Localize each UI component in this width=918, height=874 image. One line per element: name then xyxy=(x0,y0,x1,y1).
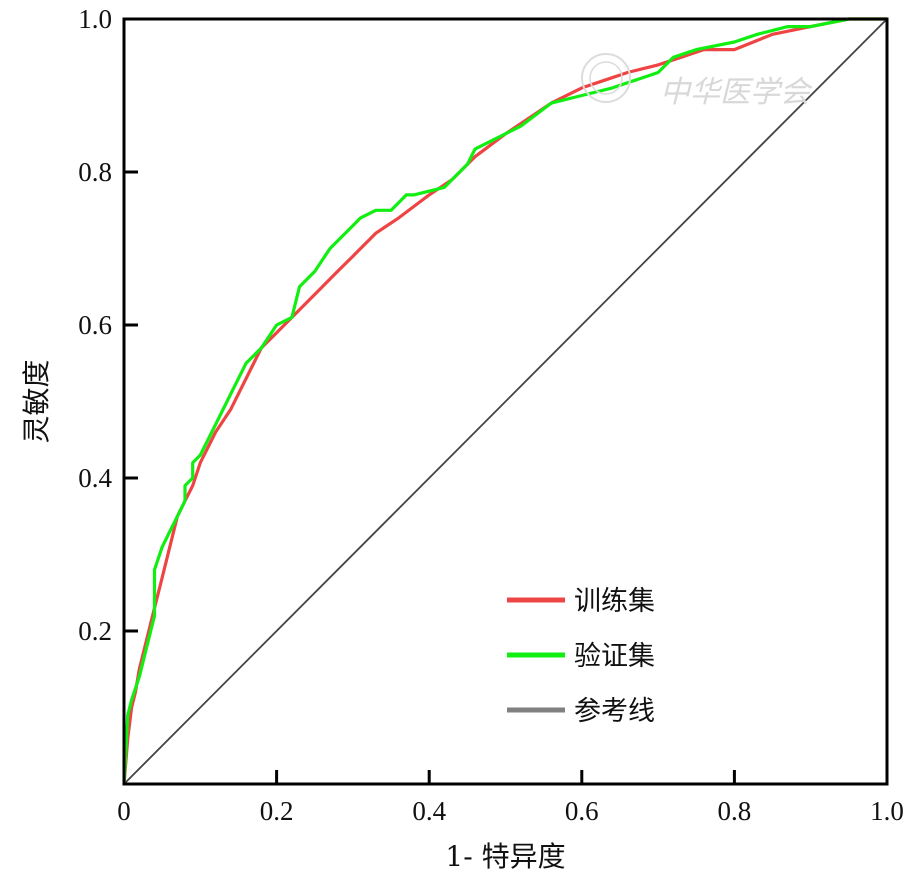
plot-frame xyxy=(122,17,889,786)
x-axis-title: 1- 特异度 xyxy=(445,840,565,873)
legend-label: 训练集 xyxy=(574,586,655,617)
y-tick-label: 1.0 xyxy=(78,4,112,34)
y-axis-title: 灵敏度 xyxy=(20,359,53,443)
x-tick-label: 0.6 xyxy=(565,796,599,826)
x-tick-label: 1.0 xyxy=(870,796,904,826)
watermark: 中华医学会 xyxy=(581,53,813,110)
axes xyxy=(122,17,889,786)
x-tick-label: 0 xyxy=(117,796,131,826)
y-tick-label: 0.8 xyxy=(78,157,112,187)
y-tick-label: 0.4 xyxy=(78,463,112,493)
x-tick-label: 0.8 xyxy=(718,796,752,826)
x-tick-label: 0.2 xyxy=(260,796,294,826)
y-tick-label: 0.2 xyxy=(78,616,112,646)
plot-area xyxy=(122,17,888,785)
watermark-seal-icon xyxy=(581,53,631,103)
y-tick-label: 0.6 xyxy=(78,310,112,340)
tick-labels: 0 0.2 0.4 0.6 0.8 1.0 0.2 0.4 0.6 0.8 1.0 xyxy=(78,4,904,826)
series-line-2 xyxy=(122,17,887,785)
series-line-1 xyxy=(122,17,887,785)
legend-label: 验证集 xyxy=(574,641,655,672)
legend-label: 参考线 xyxy=(574,696,655,727)
watermark-text: 中华医学会 xyxy=(660,75,813,110)
x-tick-label: 0.4 xyxy=(412,796,446,826)
series-line-3 xyxy=(123,18,888,785)
